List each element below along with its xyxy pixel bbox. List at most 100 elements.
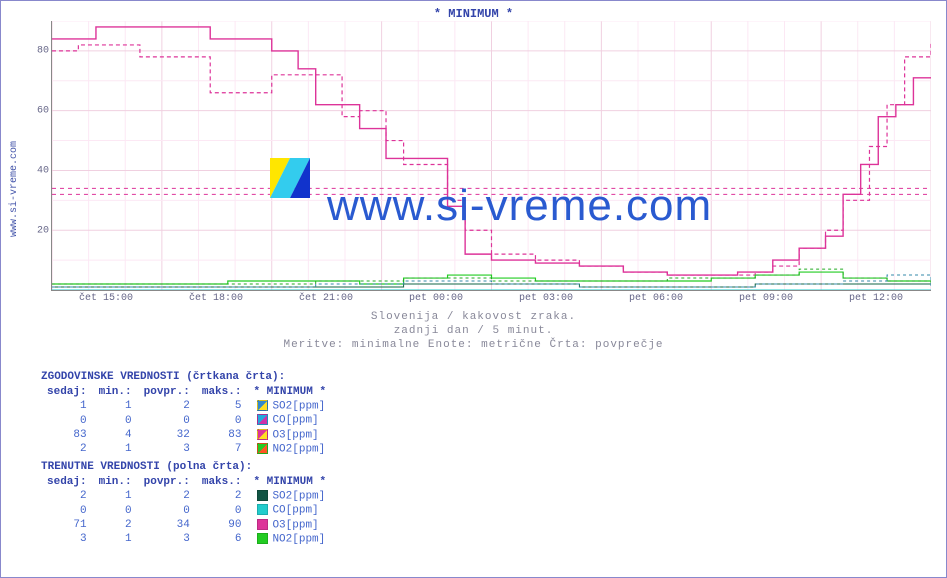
- value-cell: 2: [138, 489, 196, 503]
- value-cell: 0: [93, 413, 138, 427]
- y-tick-label: 80: [37, 46, 49, 57]
- x-tick-label: pet 09:00: [739, 293, 793, 304]
- value-cell: 32: [138, 428, 196, 442]
- value-cell: 5: [196, 399, 248, 413]
- x-tick-label: pet 00:00: [409, 293, 463, 304]
- line-chart: [51, 21, 931, 291]
- series-label: O3[ppm]: [272, 519, 318, 531]
- x-tick-label: čet 21:00: [299, 293, 353, 304]
- value-cell: 6: [196, 532, 248, 546]
- caption-line-2: zadnji dan / 5 minut.: [1, 325, 946, 337]
- value-cell: 0: [138, 503, 196, 517]
- swatch-icon: [257, 443, 268, 454]
- caption-line-1: Slovenija / kakovost zraka.: [1, 311, 946, 323]
- col-header: povpr.:: [138, 385, 196, 399]
- series-label: SO2[ppm]: [272, 490, 325, 502]
- value-cell: 2: [138, 399, 196, 413]
- series-cell: SO2[ppm]: [247, 399, 332, 413]
- y-tick-label: 40: [37, 166, 49, 177]
- col-header: povpr.:: [138, 475, 196, 489]
- col-header: sedaj:: [41, 475, 93, 489]
- value-cell: 3: [138, 442, 196, 456]
- col-header: min.:: [93, 385, 138, 399]
- series-label: CO[ppm]: [272, 415, 318, 427]
- series-header: * MINIMUM *: [247, 475, 332, 489]
- swatch-icon: [257, 490, 268, 501]
- col-header: sedaj:: [41, 385, 93, 399]
- swatch-icon: [257, 400, 268, 411]
- table-row: 7123490 O3[ppm]: [41, 518, 332, 532]
- swatch-icon: [257, 429, 268, 440]
- table-row: 8343283O3[ppm]: [41, 428, 332, 442]
- value-cell: 2: [196, 489, 248, 503]
- source-url-vertical: www.si-vreme.com: [9, 141, 20, 237]
- value-cell: 4: [93, 428, 138, 442]
- current-table: sedaj:min.:povpr.:maks.:* MINIMUM *2122S…: [41, 475, 332, 547]
- value-cell: 3: [41, 532, 93, 546]
- x-tick-label: pet 06:00: [629, 293, 683, 304]
- value-cell: 0: [196, 413, 248, 427]
- series-header: * MINIMUM *: [247, 385, 332, 399]
- col-header: maks.:: [196, 385, 248, 399]
- value-cell: 0: [41, 413, 93, 427]
- table-row: 0000CO[ppm]: [41, 503, 332, 517]
- value-cell: 7: [196, 442, 248, 456]
- swatch-icon: [257, 414, 268, 425]
- current-values-block: TRENUTNE VREDNOSTI (polna črta): sedaj:m…: [41, 461, 332, 547]
- series-cell: O3[ppm]: [247, 518, 332, 532]
- swatch-icon: [257, 519, 268, 530]
- series-cell: SO2[ppm]: [247, 489, 332, 503]
- swatch-icon: [257, 533, 268, 544]
- swatch-icon: [257, 504, 268, 515]
- value-cell: 34: [138, 518, 196, 532]
- value-cell: 0: [196, 503, 248, 517]
- series-cell: NO2[ppm]: [247, 532, 332, 546]
- x-tick-label: pet 03:00: [519, 293, 573, 304]
- series-cell: CO[ppm]: [247, 413, 332, 427]
- historical-title: ZGODOVINSKE VREDNOSTI (črtkana črta):: [41, 371, 332, 383]
- y-tick-label: 20: [37, 226, 49, 237]
- series-cell: NO2[ppm]: [247, 442, 332, 456]
- x-tick-label: čet 15:00: [79, 293, 133, 304]
- caption-line-3: Meritve: minimalne Enote: metrične Črta:…: [1, 339, 946, 351]
- value-cell: 0: [138, 413, 196, 427]
- x-axis-ticks: čet 15:00 čet 18:00 čet 21:00 pet 00:00 pet …: [51, 293, 931, 307]
- value-cell: 1: [93, 532, 138, 546]
- series-label: CO[ppm]: [272, 505, 318, 517]
- series-label: NO2[ppm]: [272, 444, 325, 456]
- value-cell: 0: [41, 503, 93, 517]
- table-row: 1125SO2[ppm]: [41, 399, 332, 413]
- value-cell: 2: [41, 442, 93, 456]
- x-tick-label: čet 18:00: [189, 293, 243, 304]
- current-title: TRENUTNE VREDNOSTI (polna črta):: [41, 461, 332, 473]
- table-row: 2122SO2[ppm]: [41, 489, 332, 503]
- value-cell: 0: [93, 503, 138, 517]
- value-cell: 83: [41, 428, 93, 442]
- value-cell: 1: [93, 489, 138, 503]
- historical-values-block: ZGODOVINSKE VREDNOSTI (črtkana črta): se…: [41, 371, 332, 457]
- value-cell: 90: [196, 518, 248, 532]
- value-cell: 1: [41, 399, 93, 413]
- table-row: 2137 NO2[ppm]: [41, 442, 332, 456]
- series-label: SO2[ppm]: [272, 400, 325, 412]
- series-label: NO2[ppm]: [272, 534, 325, 546]
- y-tick-label: 60: [37, 106, 49, 117]
- value-cell: 2: [41, 489, 93, 503]
- historical-table: sedaj:min.:povpr.:maks.:* MINIMUM *1125S…: [41, 385, 332, 457]
- value-cell: 83: [196, 428, 248, 442]
- value-cell: 3: [138, 532, 196, 546]
- col-header: maks.:: [196, 475, 248, 489]
- series-cell: O3[ppm]: [247, 428, 332, 442]
- value-cell: 1: [93, 399, 138, 413]
- series-cell: CO[ppm]: [247, 503, 332, 517]
- table-row: 0000CO[ppm]: [41, 413, 332, 427]
- x-tick-label: pet 12:00: [849, 293, 903, 304]
- col-header: min.:: [93, 475, 138, 489]
- series-label: O3[ppm]: [272, 429, 318, 441]
- y-axis-ticks: 20 40 60 80: [29, 21, 49, 291]
- value-cell: 2: [93, 518, 138, 532]
- chart-svg: [52, 21, 931, 290]
- table-row: 3136NO2[ppm]: [41, 532, 332, 546]
- value-cell: 71: [41, 518, 93, 532]
- value-cell: 1: [93, 442, 138, 456]
